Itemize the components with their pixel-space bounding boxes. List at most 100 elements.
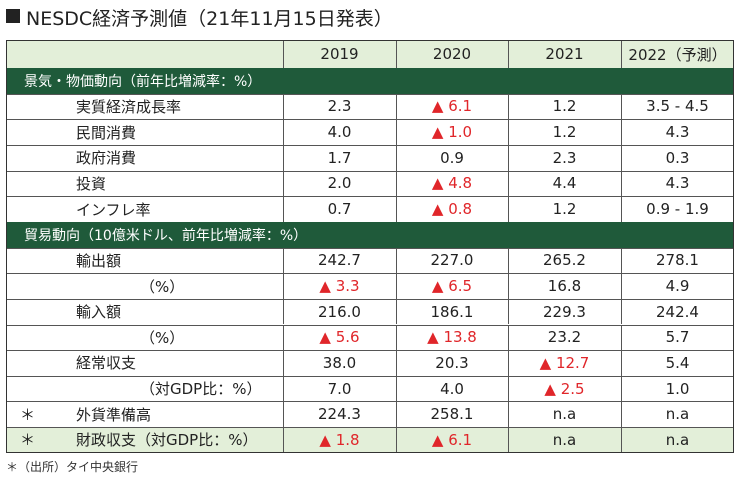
column-line (396, 119, 397, 145)
row-line (6, 247, 734, 249)
value-cell: ▲ 13.8 (427, 328, 477, 347)
value-cell: 229.3 (543, 302, 586, 321)
value-cell: 4.0 (327, 123, 352, 142)
value-cell: 224.3 (318, 405, 361, 424)
value-cell: 4.4 (552, 174, 577, 193)
column-line (508, 119, 509, 145)
column-line (621, 196, 622, 222)
column-line (508, 93, 509, 120)
row-line (6, 350, 734, 352)
row-label: 政府消費 (76, 149, 137, 168)
value-cell: 0.7 (327, 200, 352, 219)
table-border (6, 40, 734, 453)
column-line (508, 170, 509, 197)
row-line (6, 427, 734, 429)
column-line (621, 324, 622, 351)
column-line (508, 196, 509, 222)
column-line (508, 40, 509, 68)
value-cell: ▲ 6.5 (431, 277, 473, 295)
footnote: ＊（出所）タイ中央銀行 (6, 460, 139, 474)
value-cell: 1.2 (552, 97, 577, 116)
row-line (6, 144, 734, 146)
value-cell: 278.1 (656, 251, 699, 270)
value-cell: ▲ 2.5 (544, 379, 585, 398)
row-label: （%） (140, 277, 185, 296)
column-line (621, 427, 622, 453)
value-cell: 7.0 (327, 379, 352, 398)
row-label: （対GDP比：%） (140, 380, 262, 399)
value-cell: 4.3 (665, 123, 690, 142)
value-cell: n.a (665, 430, 690, 449)
column-line (508, 324, 509, 351)
value-cell: 1.0 (665, 379, 690, 398)
value-cell: n.a (665, 405, 690, 424)
column-line (396, 324, 397, 351)
column-line (396, 375, 397, 402)
value-cell: ▲ 6.1 (431, 97, 473, 116)
column-header: 2021 (545, 45, 584, 63)
column-line (508, 401, 509, 428)
value-cell: 4.9 (665, 277, 690, 295)
value-cell: ▲ 12.7 (539, 353, 590, 372)
column-line (396, 196, 397, 222)
row-label: インフレ率 (76, 200, 151, 219)
value-cell: 3.5 - 4.5 (646, 97, 709, 116)
row-line (6, 273, 734, 275)
value-cell: 258.1 (430, 405, 474, 424)
value-cell: 4.0 (440, 379, 464, 398)
value-cell: 0.9 (440, 148, 464, 167)
value-cell: 16.8 (547, 277, 582, 295)
column-line (396, 40, 397, 68)
value-cell: ▲ 5.6 (319, 328, 360, 347)
column-line (283, 196, 284, 222)
row-line (6, 298, 734, 300)
column-header: 2019 (320, 45, 359, 63)
column-line (508, 273, 509, 299)
value-cell: 242.7 (318, 251, 361, 270)
value-cell: 2.0 (327, 174, 352, 193)
row-label: 民間消費 (76, 123, 137, 142)
column-line (621, 170, 622, 197)
value-cell: 4.3 (665, 174, 690, 193)
value-cell: 265.2 (543, 251, 586, 270)
value-cell: 0.9 - 1.9 (646, 200, 709, 219)
column-line (283, 119, 284, 145)
value-cell: ▲ 0.8 (431, 200, 473, 219)
row-line (6, 324, 734, 326)
column-line (283, 93, 284, 120)
column-line (283, 144, 284, 171)
column-line (396, 298, 397, 325)
highlight-row-bg (6, 427, 734, 453)
title-square (6, 9, 20, 23)
column-line (508, 298, 509, 325)
row-line (6, 119, 734, 121)
column-line (396, 247, 397, 274)
value-cell: 227.0 (430, 251, 474, 270)
row-label: 輸出額 (76, 251, 122, 270)
value-cell: 23.2 (547, 328, 582, 347)
column-line (396, 273, 397, 299)
column-line (396, 144, 397, 171)
column-line (396, 401, 397, 428)
column-line (621, 375, 622, 402)
value-cell: ▲ 1.0 (431, 123, 473, 142)
row-label: 財政収支（対GDP比：%） (76, 431, 258, 450)
column-line (508, 247, 509, 274)
column-line (621, 93, 622, 120)
column-line (283, 170, 284, 197)
column-line (621, 298, 622, 325)
column-line (283, 247, 284, 274)
column-line (508, 144, 509, 171)
value-cell: 1.2 (552, 200, 577, 219)
column-line (621, 40, 622, 68)
value-cell: ▲ 4.8 (431, 174, 473, 193)
value-cell: 38.0 (322, 353, 357, 372)
column-line (396, 170, 397, 197)
value-cell: 1.2 (552, 123, 577, 142)
column-line (621, 273, 622, 299)
column-line (621, 401, 622, 428)
row-line (6, 401, 734, 403)
column-header: 2022（予測） (628, 45, 727, 64)
value-cell: 186.1 (430, 302, 474, 321)
column-line (508, 427, 509, 453)
